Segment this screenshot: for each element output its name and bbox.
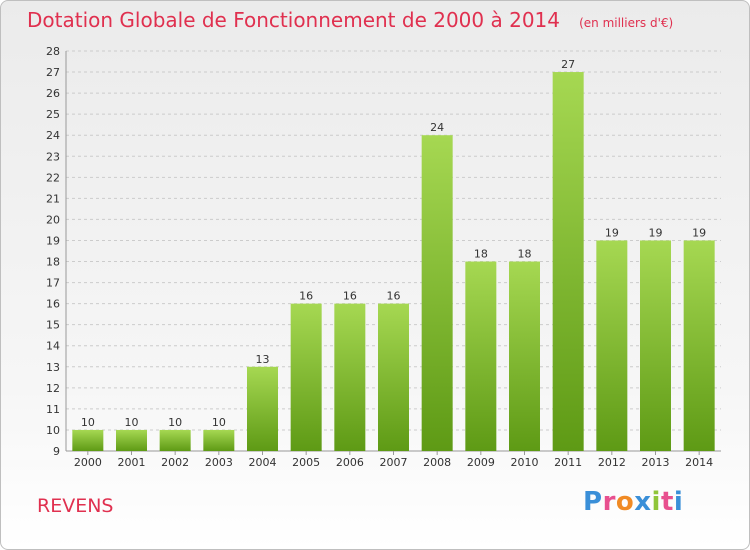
y-tick-label: 28 — [46, 45, 60, 58]
y-tick-label: 14 — [46, 340, 60, 353]
bar — [203, 429, 235, 451]
y-tick-label: 25 — [46, 108, 60, 121]
bar-value-label: 19 — [692, 226, 706, 239]
bar — [72, 429, 104, 451]
y-tick-label: 12 — [46, 382, 60, 395]
y-tick-label: 24 — [46, 129, 60, 142]
y-tick-label: 18 — [46, 256, 60, 269]
y-tick-label: 22 — [46, 171, 60, 184]
logo-letter: r — [602, 487, 616, 517]
logo-letter: o — [615, 487, 635, 517]
x-tick-label: 2008 — [423, 456, 451, 469]
proxiti-logo: Proxiti — [583, 487, 683, 517]
x-tick-label: 2013 — [642, 456, 670, 469]
bar — [552, 72, 584, 451]
x-tick-label: 2012 — [598, 456, 626, 469]
x-tick-label: 2000 — [74, 456, 102, 469]
x-tick-label: 2006 — [336, 456, 364, 469]
y-tick-label: 17 — [46, 277, 60, 290]
y-tick-label: 19 — [46, 234, 60, 247]
bar — [509, 261, 540, 451]
bar-value-label: 16 — [343, 290, 357, 303]
bar-value-label: 10 — [168, 416, 182, 429]
bar-value-label: 24 — [430, 121, 444, 134]
bar-value-label: 19 — [649, 226, 663, 239]
x-tick-label: 2002 — [161, 456, 189, 469]
bar-value-label: 18 — [518, 248, 532, 261]
y-tick-label: 13 — [46, 361, 60, 374]
bar-value-label: 10 — [81, 416, 95, 429]
bar-value-label: 27 — [561, 58, 575, 71]
chart-subtitle: (en milliers d'€) — [579, 16, 674, 30]
x-tick-label: 2004 — [249, 456, 277, 469]
x-tick-label: 2007 — [380, 456, 408, 469]
x-tick-label: 2003 — [205, 456, 233, 469]
bar — [247, 366, 278, 451]
bar — [596, 240, 628, 451]
x-tick-label: 2009 — [467, 456, 495, 469]
bar — [465, 261, 497, 451]
bar — [290, 303, 322, 451]
y-tick-label: 11 — [46, 403, 60, 416]
bar — [378, 303, 409, 451]
y-tick-label: 20 — [46, 213, 60, 226]
logo-letter: i — [673, 487, 684, 517]
y-tick-label: 23 — [46, 150, 60, 163]
bar — [421, 135, 453, 452]
bar-value-label: 18 — [474, 248, 488, 261]
y-tick-label: 21 — [46, 192, 60, 205]
bar — [640, 240, 671, 451]
x-tick-label: 2001 — [118, 456, 146, 469]
x-tick-label: 2005 — [292, 456, 320, 469]
x-tick-label: 2010 — [511, 456, 539, 469]
bar-value-label: 10 — [212, 416, 226, 429]
logo-letter: t — [660, 487, 674, 517]
location-label: REVENS — [37, 495, 114, 517]
y-tick-label: 9 — [53, 445, 60, 458]
bar-value-label: 19 — [605, 226, 619, 239]
logo-letter: x — [634, 487, 652, 517]
bar-value-label: 10 — [125, 416, 139, 429]
bar-value-label: 13 — [256, 353, 270, 366]
x-tick-label: 2014 — [685, 456, 713, 469]
bar — [334, 303, 366, 451]
logo-letter: i — [651, 487, 661, 517]
logo-letter: P — [583, 487, 603, 517]
y-tick-label: 10 — [46, 424, 60, 437]
bar-value-label: 16 — [299, 290, 313, 303]
y-tick-label: 27 — [46, 66, 60, 79]
y-tick-label: 15 — [46, 319, 60, 332]
x-tick-label: 2011 — [554, 456, 582, 469]
y-tick-label: 26 — [46, 87, 60, 100]
bar — [683, 240, 715, 451]
bar — [159, 429, 191, 451]
title-row: Dotation Globale de Fonctionnement de 20… — [27, 8, 673, 32]
chart-title: Dotation Globale de Fonctionnement de 20… — [27, 8, 560, 32]
bar — [116, 429, 147, 451]
y-tick-label: 16 — [46, 298, 60, 311]
bar-value-label: 16 — [387, 290, 401, 303]
